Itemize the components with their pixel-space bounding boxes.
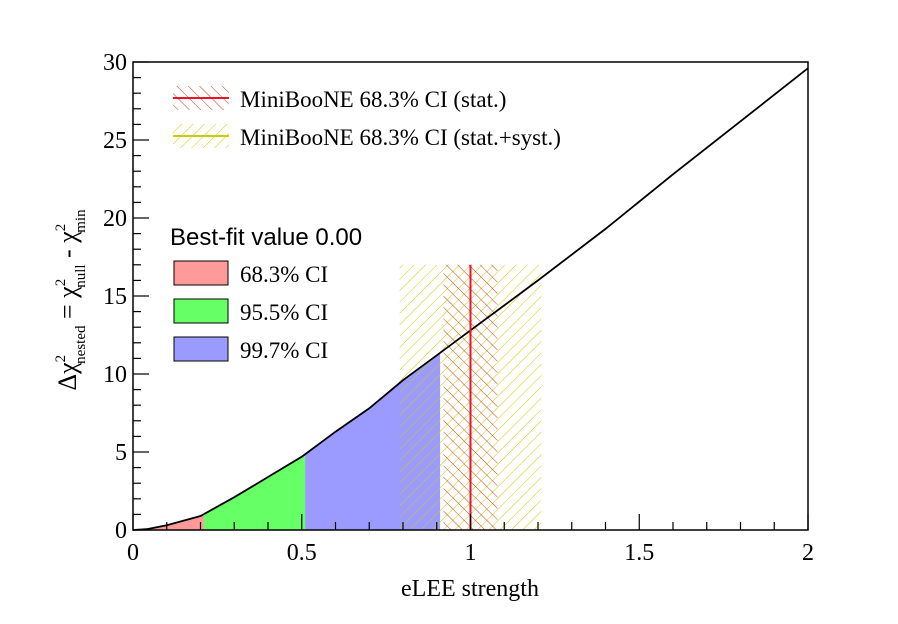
y-axis-label: Δχ2 nested = χ2 null - χ2 min (53, 209, 89, 391)
x-axis-label: eLEE strength (401, 576, 539, 602)
y-tick-label: 5 (115, 440, 127, 466)
legend-ci-68-swatch (173, 260, 229, 286)
y-tick-label: 0 (115, 518, 127, 544)
best-fit-label: Best-fit value 0.00 (170, 224, 362, 251)
y-label-sub2: null (73, 264, 89, 287)
y-tick-label: 30 (103, 50, 127, 76)
x-tick-label: 1.5 (624, 540, 654, 566)
legend-ci-99-entry: 99.7% CI (173, 336, 328, 363)
y-tick-label: 15 (103, 284, 127, 310)
delta-chi2-curve (132, 67, 809, 531)
legend-ci-95-swatch (173, 298, 229, 324)
legend-ci-95-label: 95.5% CI (240, 300, 328, 325)
ci-area-0 (133, 514, 204, 530)
y-label-sup1: 2 (53, 355, 69, 363)
y-label-sub3: min (73, 209, 89, 233)
y-label-eq: = χ (53, 286, 82, 326)
y-label-minus: - χ (53, 231, 82, 265)
legend-miniboone: MiniBooNE 68.3% CI (stat.) MiniBooNE 68.… (173, 86, 561, 150)
y-label-sup3: 2 (53, 224, 69, 232)
legend-stat-entry: MiniBooNE 68.3% CI (stat.) (173, 86, 506, 112)
legend-ci-99-label: 99.7% CI (240, 338, 328, 363)
y-tick-label: 10 (103, 362, 127, 388)
legend-stat-label: MiniBooNE 68.3% CI (stat.) (240, 87, 506, 112)
x-tick-label: 0 (127, 540, 139, 566)
legend-syst-label: MiniBooNE 68.3% CI (stat.+syst.) (240, 125, 561, 150)
legend-ci-95-entry: 95.5% CI (173, 298, 328, 325)
y-tick-label: 25 (103, 128, 127, 154)
legend-ci: Best-fit value 0.00 68.3% CI 95.5% CI 99… (170, 224, 362, 363)
x-tick-label: 0.5 (287, 540, 317, 566)
legend-ci-68-entry: 68.3% CI (173, 260, 328, 287)
y-label-sub1: nested (73, 325, 89, 364)
x-tick-label: 2 (802, 540, 814, 566)
legend-syst-entry: MiniBooNE 68.3% CI (stat.+syst.) (173, 124, 561, 150)
y-label-main: Δχ (53, 362, 82, 391)
legend-ci-68-label: 68.3% CI (240, 262, 328, 287)
y-label-sup2: 2 (53, 279, 69, 287)
legend-ci-99-swatch (173, 336, 229, 362)
x-tick-label: 1 (465, 540, 477, 566)
y-tick-label: 20 (103, 206, 127, 232)
ci-area-1 (203, 454, 306, 530)
